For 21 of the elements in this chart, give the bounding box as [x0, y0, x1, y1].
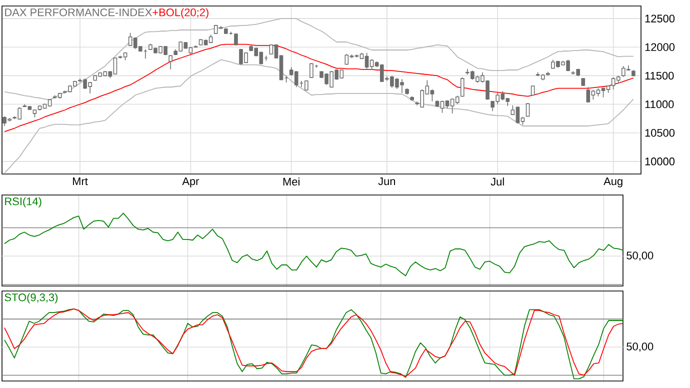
x-tick-label: Mrt [72, 178, 88, 186]
x-tick-label: Jun [378, 178, 396, 186]
x-tick-label: Apr [182, 178, 200, 188]
x-tick-label: Jul [490, 178, 504, 186]
y-tick-label: 10000 [645, 158, 675, 166]
y-tick-label: 12500 [645, 14, 675, 23]
y-tick-label: 12000 [645, 43, 675, 52]
candlestick [526, 102, 530, 118]
chart-title: DAX PERFORMANCE-INDEX [5, 8, 152, 16]
series-label: STO(9,3,3) [4, 293, 58, 304]
y-tick-label: 11500 [645, 72, 674, 80]
x-tick-label: Aug [604, 178, 622, 188]
y-tick-label: 11000 [645, 100, 674, 108]
text: 50,00 [626, 252, 654, 261]
candlestick [168, 54, 172, 70]
candlestick [460, 77, 464, 98]
text: 50,00 [626, 342, 654, 352]
text: +BOL(20;2) [152, 8, 208, 18]
text: RSI(14) [5, 197, 42, 208]
y-tick-label: 10500 [645, 129, 675, 137]
x-tick-label: Mei [283, 178, 300, 186]
